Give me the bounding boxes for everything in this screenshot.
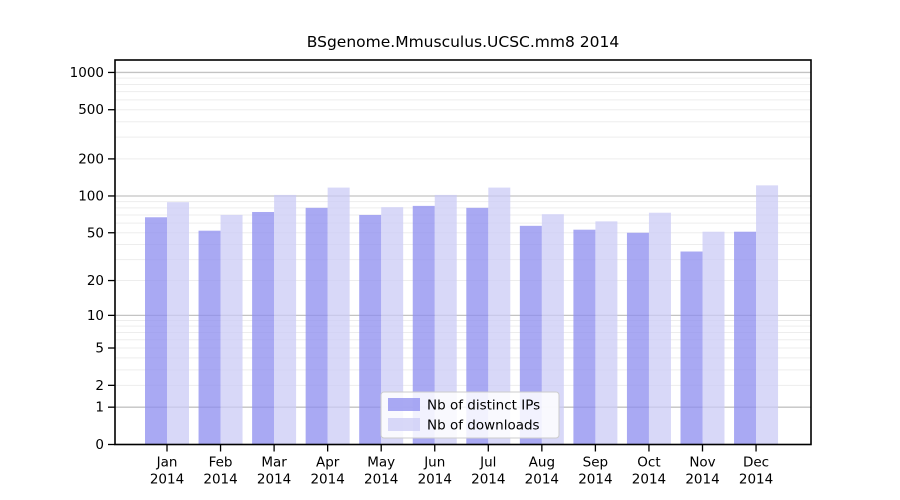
y-tick-label: 2 [95, 378, 104, 394]
plot-frame [114, 59, 812, 446]
bar-downloads-oct [648, 212, 671, 445]
bar-downloads-jul [488, 187, 511, 445]
x-tick-label-year: 2014 [364, 472, 398, 488]
legend-label-distinct-ips: Nb of distinct IPs [427, 398, 540, 414]
bar-distinct-ips-mar [252, 211, 275, 445]
bar-downloads-feb [220, 214, 243, 445]
x-tick-label-month: Mar [261, 455, 287, 471]
y-tick-label: 200 [78, 151, 104, 167]
x-tick-label-month: Apr [316, 455, 340, 471]
chart-title: BSgenome.Mmusculus.UCSC.mm8 2014 [307, 33, 619, 51]
legend-box [380, 391, 560, 439]
x-tick-label-month: Nov [689, 455, 715, 471]
bar-distinct-ips-jul [466, 207, 489, 445]
bar-downloads-nov [702, 231, 725, 445]
bar-distinct-ips-dec [734, 231, 757, 445]
x-tick-label-month: Dec [743, 455, 769, 471]
x-tick-label-year: 2014 [739, 472, 773, 488]
x-tick-label-month: May [367, 455, 395, 471]
y-tick-label: 500 [78, 102, 104, 118]
bar-distinct-ips-sep [573, 229, 596, 445]
bar-downloads-jan [167, 202, 189, 445]
x-tick-label-month: Aug [529, 455, 555, 471]
x-tick-label-year: 2014 [257, 472, 291, 488]
x-tick-label-year: 2014 [471, 472, 505, 488]
bar-distinct-ips-jun [412, 205, 435, 445]
legend-swatch-distinct-ips [388, 398, 420, 411]
bar-downloads-aug [541, 214, 564, 445]
x-tick-label-year: 2014 [203, 472, 237, 488]
x-tick-label-year: 2014 [578, 472, 612, 488]
y-tick-label: 50 [87, 225, 104, 241]
x-tick-label-month: Sep [583, 455, 608, 471]
bar-distinct-ips-apr [305, 207, 328, 445]
x-tick-label-year: 2014 [685, 472, 719, 488]
bar-downloads-jun [434, 194, 457, 445]
bar-downloads-mar [274, 194, 297, 445]
y-tick-label: 5 [95, 341, 104, 357]
bar-distinct-ips-oct [626, 232, 649, 445]
y-tick-label: 20 [87, 273, 104, 289]
bar-downloads-may [381, 207, 404, 445]
y-tick-label: 10 [87, 308, 104, 324]
x-tick-label-year: 2014 [525, 472, 559, 488]
x-tick-label-month: Oct [637, 455, 660, 471]
legend-swatch-downloads [388, 418, 420, 431]
bar-downloads-sep [595, 221, 618, 445]
y-tick-label: 0 [95, 437, 104, 453]
x-tick-label-month: Jan [156, 455, 178, 471]
bar-distinct-ips-may [359, 214, 382, 445]
y-tick-label: 1000 [70, 65, 104, 81]
legend-label-downloads: Nb of downloads [427, 418, 540, 434]
legend: Nb of distinct IPs Nb of downloads [380, 391, 560, 439]
bar-distinct-ips-feb [198, 230, 221, 445]
y-tick-label: 100 [78, 188, 104, 204]
x-tick-label-year: 2014 [418, 472, 452, 488]
x-tick-label-year: 2014 [310, 472, 344, 488]
plot-border [114, 59, 812, 446]
bar-downloads-dec [756, 185, 779, 445]
bar-distinct-ips-aug [519, 225, 542, 445]
axis-ticks [108, 71, 757, 452]
x-tick-label-month: Jul [479, 455, 496, 471]
bar-distinct-ips-jan [145, 217, 167, 445]
bar-distinct-ips-nov [680, 251, 703, 445]
x-tick-label-month: Jun [423, 455, 445, 471]
axis-labels: 01251020501002005001000Jan2014Feb2014Mar… [70, 65, 774, 488]
x-tick-label-year: 2014 [632, 472, 666, 488]
x-tick-label-year: 2014 [150, 472, 184, 488]
x-tick-label-month: Feb [209, 455, 233, 471]
y-tick-label: 1 [95, 400, 104, 416]
bar-downloads-apr [327, 187, 350, 445]
bars [145, 185, 779, 445]
